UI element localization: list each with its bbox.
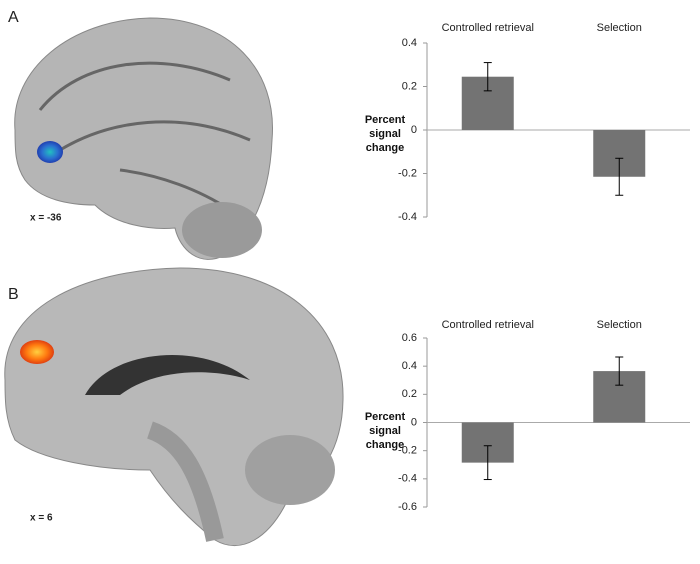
y-tick-label: 0.2	[402, 388, 417, 400]
y-tick-label: 0.4	[402, 37, 417, 49]
y-axis-label: Percent signal change	[364, 411, 406, 451]
y-tick-label: 0.6	[402, 332, 417, 344]
y-tick-label: 0.4	[402, 360, 417, 372]
category-label: Controlled retrieval	[442, 22, 534, 34]
y-tick-label: -0.2	[398, 167, 417, 179]
category-label: Selection	[597, 22, 642, 34]
y-tick-label: -0.6	[398, 501, 417, 513]
category-label: Controlled retrieval	[442, 319, 534, 331]
panel-label: B	[8, 286, 19, 303]
brain-sagittal-a	[14, 17, 273, 260]
slice-label: x = 6	[30, 513, 53, 524]
slice-label: x = -36	[30, 213, 62, 224]
panel-label: A	[8, 9, 19, 26]
activation-blob	[37, 141, 63, 163]
y-tick-label: 0	[411, 124, 417, 136]
y-axis-label: Percent signal change	[364, 114, 406, 154]
y-tick-label: 0.2	[402, 80, 417, 92]
activation-blob	[20, 340, 54, 364]
y-tick-label: -0.2	[398, 445, 417, 457]
brain-sagittal-b	[4, 267, 344, 547]
category-label: Selection	[597, 319, 642, 331]
y-tick-label: -0.4	[398, 473, 417, 485]
y-tick-label: -0.4	[398, 211, 417, 223]
y-tick-label: 0	[411, 416, 417, 428]
